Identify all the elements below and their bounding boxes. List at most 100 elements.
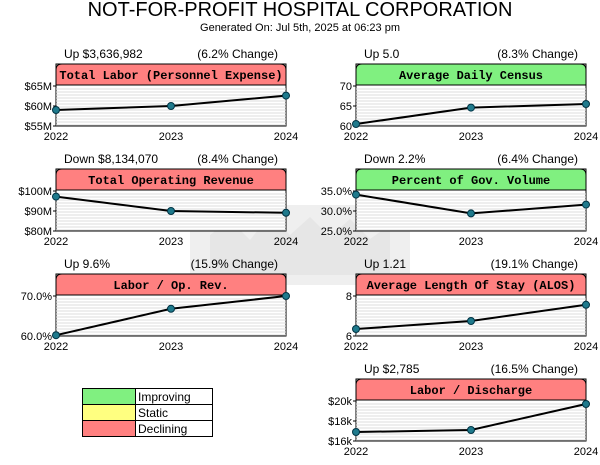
chart-title: Percent of Gov. Volume	[392, 174, 550, 188]
y-tick-label: 65	[340, 101, 352, 113]
data-point	[582, 200, 590, 209]
data-point	[467, 317, 475, 325]
change-amount-label: Up 5.0	[364, 47, 400, 61]
data-point	[282, 292, 290, 300]
chart-banner	[355, 168, 587, 191]
change-percent-label: (8.3% Change)	[497, 47, 578, 61]
legend-swatch-improving	[82, 388, 136, 405]
data-point	[352, 428, 360, 436]
y-tick-label: 35.0%	[321, 186, 352, 198]
chart-banner	[55, 273, 287, 296]
y-tick-label: $18k	[328, 416, 352, 428]
chart-title: Total Labor (Personnel Expense)	[59, 69, 282, 83]
x-tick-label: 2022	[344, 131, 368, 143]
chart-title: Labor / Discharge	[410, 384, 532, 398]
x-tick-label: 2022	[344, 236, 368, 248]
y-tick-label: $60M	[24, 101, 52, 113]
x-tick-label: 2023	[459, 446, 483, 458]
data-point	[167, 207, 175, 215]
data-point	[282, 91, 290, 100]
legend-label-improving: Improving	[135, 388, 213, 405]
change-percent-label: (19.1% Change)	[491, 257, 578, 271]
legend-row-declining: Declining	[82, 420, 213, 437]
change-percent-label: (16.5% Change)	[491, 362, 578, 376]
data-point	[52, 106, 60, 114]
x-tick-label: 2024	[574, 131, 598, 143]
data-point	[167, 304, 175, 313]
chart-banner	[55, 168, 287, 191]
chart-banner	[355, 63, 587, 86]
y-tick-label: $90M	[24, 206, 52, 218]
x-tick-label: 2024	[574, 236, 598, 248]
data-point	[582, 300, 590, 309]
chart-panel: Up 1.21 (19.1% Change) Average Length Of S…	[344, 257, 598, 353]
x-tick-label: 2024	[274, 131, 298, 143]
y-tick-label: 60	[340, 121, 352, 133]
x-tick-label: 2024	[274, 236, 298, 248]
legend-label-declining: Declining	[135, 420, 213, 437]
x-tick-label: 2022	[344, 446, 368, 458]
chart-panel: Up $2,785 (16.5% Change) Labor / Discharge…	[328, 362, 598, 458]
data-point	[352, 120, 360, 128]
change-percent-label: (6.2% Change)	[197, 47, 278, 61]
x-tick-label: 2024	[274, 341, 298, 353]
legend-swatch-declining	[82, 420, 136, 437]
y-tick-label: $16k	[328, 436, 352, 448]
legend-row-static: Static	[82, 404, 213, 421]
chart-banner	[55, 63, 287, 86]
legend-row-improving: Improving	[82, 388, 213, 405]
y-tick-label: 8	[346, 291, 352, 303]
change-amount-label: Up 9.6%	[64, 257, 110, 271]
x-tick-label: 2024	[574, 341, 598, 353]
change-amount-label: Up 1.21	[364, 257, 406, 271]
change-percent-label: (6.4% Change)	[497, 152, 578, 166]
y-tick-label: 70.0%	[21, 291, 52, 303]
x-tick-label: 2023	[159, 341, 183, 353]
x-tick-label: 2023	[459, 236, 483, 248]
x-tick-label: 2022	[44, 131, 68, 143]
y-tick-label: $100M	[18, 186, 52, 198]
chart-panel: Up 9.6% (15.9% Change) Labor / Op. Rev. 60.…	[21, 257, 298, 353]
data-point	[582, 400, 590, 408]
data-point	[352, 190, 360, 199]
chart-panel: Up $3,636,982 (6.2% Change) Total Labor (P…	[24, 47, 298, 143]
chart-banner	[355, 273, 587, 296]
x-tick-label: 2022	[344, 341, 368, 353]
change-percent-label: (15.9% Change)	[191, 257, 278, 271]
chart-title: Total Operating Revenue	[88, 174, 254, 188]
legend: Improving Static Declining	[82, 388, 213, 437]
chart-panel: Down 2.2% (6.4% Change) Percent of Gov. Vo…	[321, 152, 598, 248]
change-amount-label: Down 2.2%	[364, 152, 426, 166]
report-subtitle: Generated On: Jul 5th, 2025 at 06:23 pm	[200, 22, 400, 34]
chart-panel: Down $8,134,070 (8.4% Change) Total Operat…	[18, 152, 298, 248]
change-percent-label: (8.4% Change)	[197, 152, 278, 166]
y-tick-label: $65M	[24, 81, 52, 93]
change-amount-label: Down $8,134,070	[64, 152, 158, 166]
data-point	[467, 209, 475, 218]
x-tick-label: 2022	[44, 341, 68, 353]
y-tick-label: $80M	[24, 226, 52, 238]
data-point	[52, 192, 60, 201]
data-point	[582, 100, 590, 108]
report-title: NOT-FOR-PROFIT HOSPITAL CORPORATION	[87, 0, 513, 21]
chart-title: Labor / Op. Rev.	[113, 279, 228, 293]
x-tick-label: 2023	[459, 131, 483, 143]
chart-title: Average Daily Census	[399, 69, 543, 83]
data-point	[352, 325, 360, 333]
chart-banner	[355, 378, 587, 401]
change-amount-label: Up $2,785	[364, 362, 420, 376]
legend-swatch-static	[82, 404, 136, 421]
y-tick-label: 60.0%	[21, 331, 52, 343]
data-point	[467, 103, 475, 112]
y-tick-label: 70	[340, 81, 352, 93]
data-point	[52, 331, 60, 340]
x-tick-label: 2024	[574, 446, 598, 458]
change-amount-label: Up $3,636,982	[64, 47, 143, 61]
x-tick-label: 2023	[159, 236, 183, 248]
data-point	[282, 208, 290, 217]
data-point	[467, 426, 475, 434]
legend-label-static: Static	[135, 404, 213, 421]
x-tick-label: 2023	[159, 131, 183, 143]
chart-panel: Up 5.0 (8.3% Change) Average Daily Census 6…	[340, 47, 598, 143]
